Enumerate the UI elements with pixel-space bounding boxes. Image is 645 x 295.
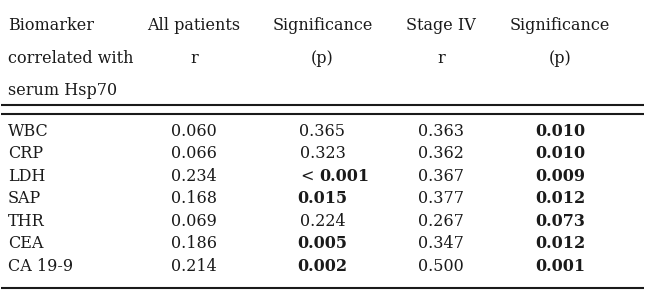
Text: 0.363: 0.363 — [419, 123, 464, 140]
Text: Biomarker: Biomarker — [8, 17, 94, 35]
Text: 0.066: 0.066 — [171, 145, 217, 162]
Text: WBC: WBC — [8, 123, 48, 140]
Text: 0.001: 0.001 — [535, 258, 585, 275]
Text: 0.010: 0.010 — [535, 145, 585, 162]
Text: 0.012: 0.012 — [535, 190, 585, 207]
Text: 0.060: 0.060 — [171, 123, 217, 140]
Text: 0.002: 0.002 — [297, 258, 348, 275]
Text: 0.323: 0.323 — [299, 145, 346, 162]
Text: 0.267: 0.267 — [419, 213, 464, 230]
Text: Significance: Significance — [272, 17, 373, 35]
Text: r: r — [190, 50, 198, 67]
Text: (p): (p) — [549, 50, 571, 67]
Text: 0.224: 0.224 — [300, 213, 345, 230]
Text: CRP: CRP — [8, 145, 43, 162]
Text: 0.012: 0.012 — [535, 235, 585, 252]
Text: 0.186: 0.186 — [171, 235, 217, 252]
Text: 0.168: 0.168 — [171, 190, 217, 207]
Text: 0.365: 0.365 — [299, 123, 346, 140]
Text: <: < — [301, 168, 319, 185]
Text: serum Hsp70: serum Hsp70 — [8, 82, 117, 99]
Text: 0.500: 0.500 — [419, 258, 464, 275]
Text: 0.367: 0.367 — [419, 168, 464, 185]
Text: 0.015: 0.015 — [297, 190, 348, 207]
Text: r: r — [437, 50, 445, 67]
Text: All patients: All patients — [148, 17, 241, 35]
Text: SAP: SAP — [8, 190, 41, 207]
Text: correlated with: correlated with — [8, 50, 134, 67]
Text: 0.214: 0.214 — [171, 258, 217, 275]
Text: 0.377: 0.377 — [419, 190, 464, 207]
Text: 0.005: 0.005 — [297, 235, 348, 252]
Text: 0.069: 0.069 — [171, 213, 217, 230]
Text: LDH: LDH — [8, 168, 45, 185]
Text: CEA: CEA — [8, 235, 43, 252]
Text: 0.073: 0.073 — [535, 213, 585, 230]
Text: Significance: Significance — [510, 17, 610, 35]
Text: Stage IV: Stage IV — [406, 17, 476, 35]
Text: CA 19-9: CA 19-9 — [8, 258, 73, 275]
Text: 0.010: 0.010 — [535, 123, 585, 140]
Text: (p): (p) — [311, 50, 334, 67]
Text: 0.001: 0.001 — [319, 168, 370, 185]
Text: 0.362: 0.362 — [419, 145, 464, 162]
Text: THR: THR — [8, 213, 45, 230]
Text: 0.347: 0.347 — [419, 235, 464, 252]
Text: 0.234: 0.234 — [171, 168, 217, 185]
Text: 0.009: 0.009 — [535, 168, 585, 185]
